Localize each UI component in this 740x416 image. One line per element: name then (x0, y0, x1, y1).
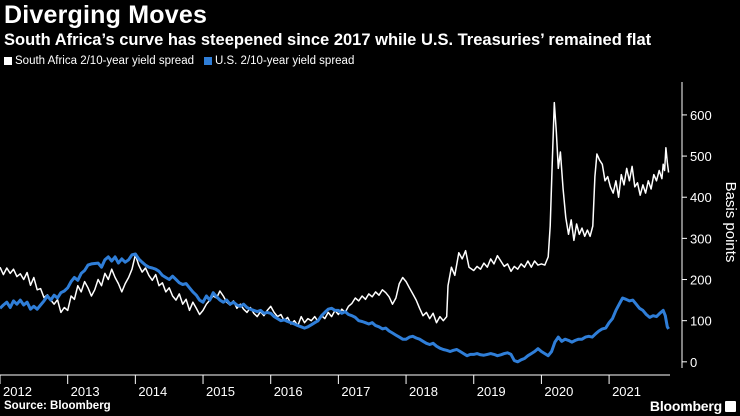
x-tick-label: 2015 (206, 384, 235, 399)
y-tick-label: 100 (690, 314, 712, 329)
source-note: Source: Bloomberg (4, 400, 111, 412)
legend-swatch-us (204, 57, 212, 65)
y-axis: 0 100 200 300 400 500 600 (681, 82, 712, 370)
y-tick-label: 300 (690, 231, 712, 246)
brand-mark-icon (725, 401, 736, 412)
y-tick-label: 0 (690, 355, 697, 370)
y-axis-title: Basis points (722, 182, 739, 263)
legend-item-us: U.S. 2/10-year yield spread (204, 55, 354, 67)
plot-area (0, 101, 670, 364)
x-axis: 2012 2013 2014 2015 2016 2017 2018 2019 2020 2021 (0, 374, 670, 399)
y-tick-label: 500 (690, 149, 712, 164)
brand-logo: Bloomberg (649, 398, 722, 414)
x-tick-label: 2018 (409, 384, 438, 399)
x-tick-label: 2017 (341, 384, 370, 399)
legend-item-south-africa: South Africa 2/10-year yield spread (4, 55, 194, 67)
series-line-us (0, 252, 670, 364)
x-tick-label: 2013 (71, 384, 100, 399)
x-tick-label: 2021 (612, 384, 641, 399)
y-tick-label: 200 (690, 273, 712, 288)
y-tick-label: 400 (690, 190, 712, 205)
x-tick-label: 2016 (274, 384, 303, 399)
chart-subtitle: South Africa’s curve has steepened since… (4, 31, 652, 49)
x-tick-label: 2012 (3, 384, 32, 399)
x-tick-label: 2020 (544, 384, 573, 399)
y-tick-label: 600 (690, 108, 712, 123)
legend-label-us: U.S. 2/10-year yield spread (215, 55, 355, 67)
chart-title: Diverging Moves (4, 1, 208, 29)
series-line-south-africa (0, 101, 670, 327)
legend-label-south-africa: South Africa 2/10-year yield spread (15, 55, 194, 67)
chart-legend: South Africa 2/10-year yield spread U.S.… (4, 55, 364, 67)
x-tick-label: 2014 (138, 384, 167, 399)
x-tick-label: 2019 (477, 384, 506, 399)
legend-swatch-south-africa (4, 57, 12, 65)
